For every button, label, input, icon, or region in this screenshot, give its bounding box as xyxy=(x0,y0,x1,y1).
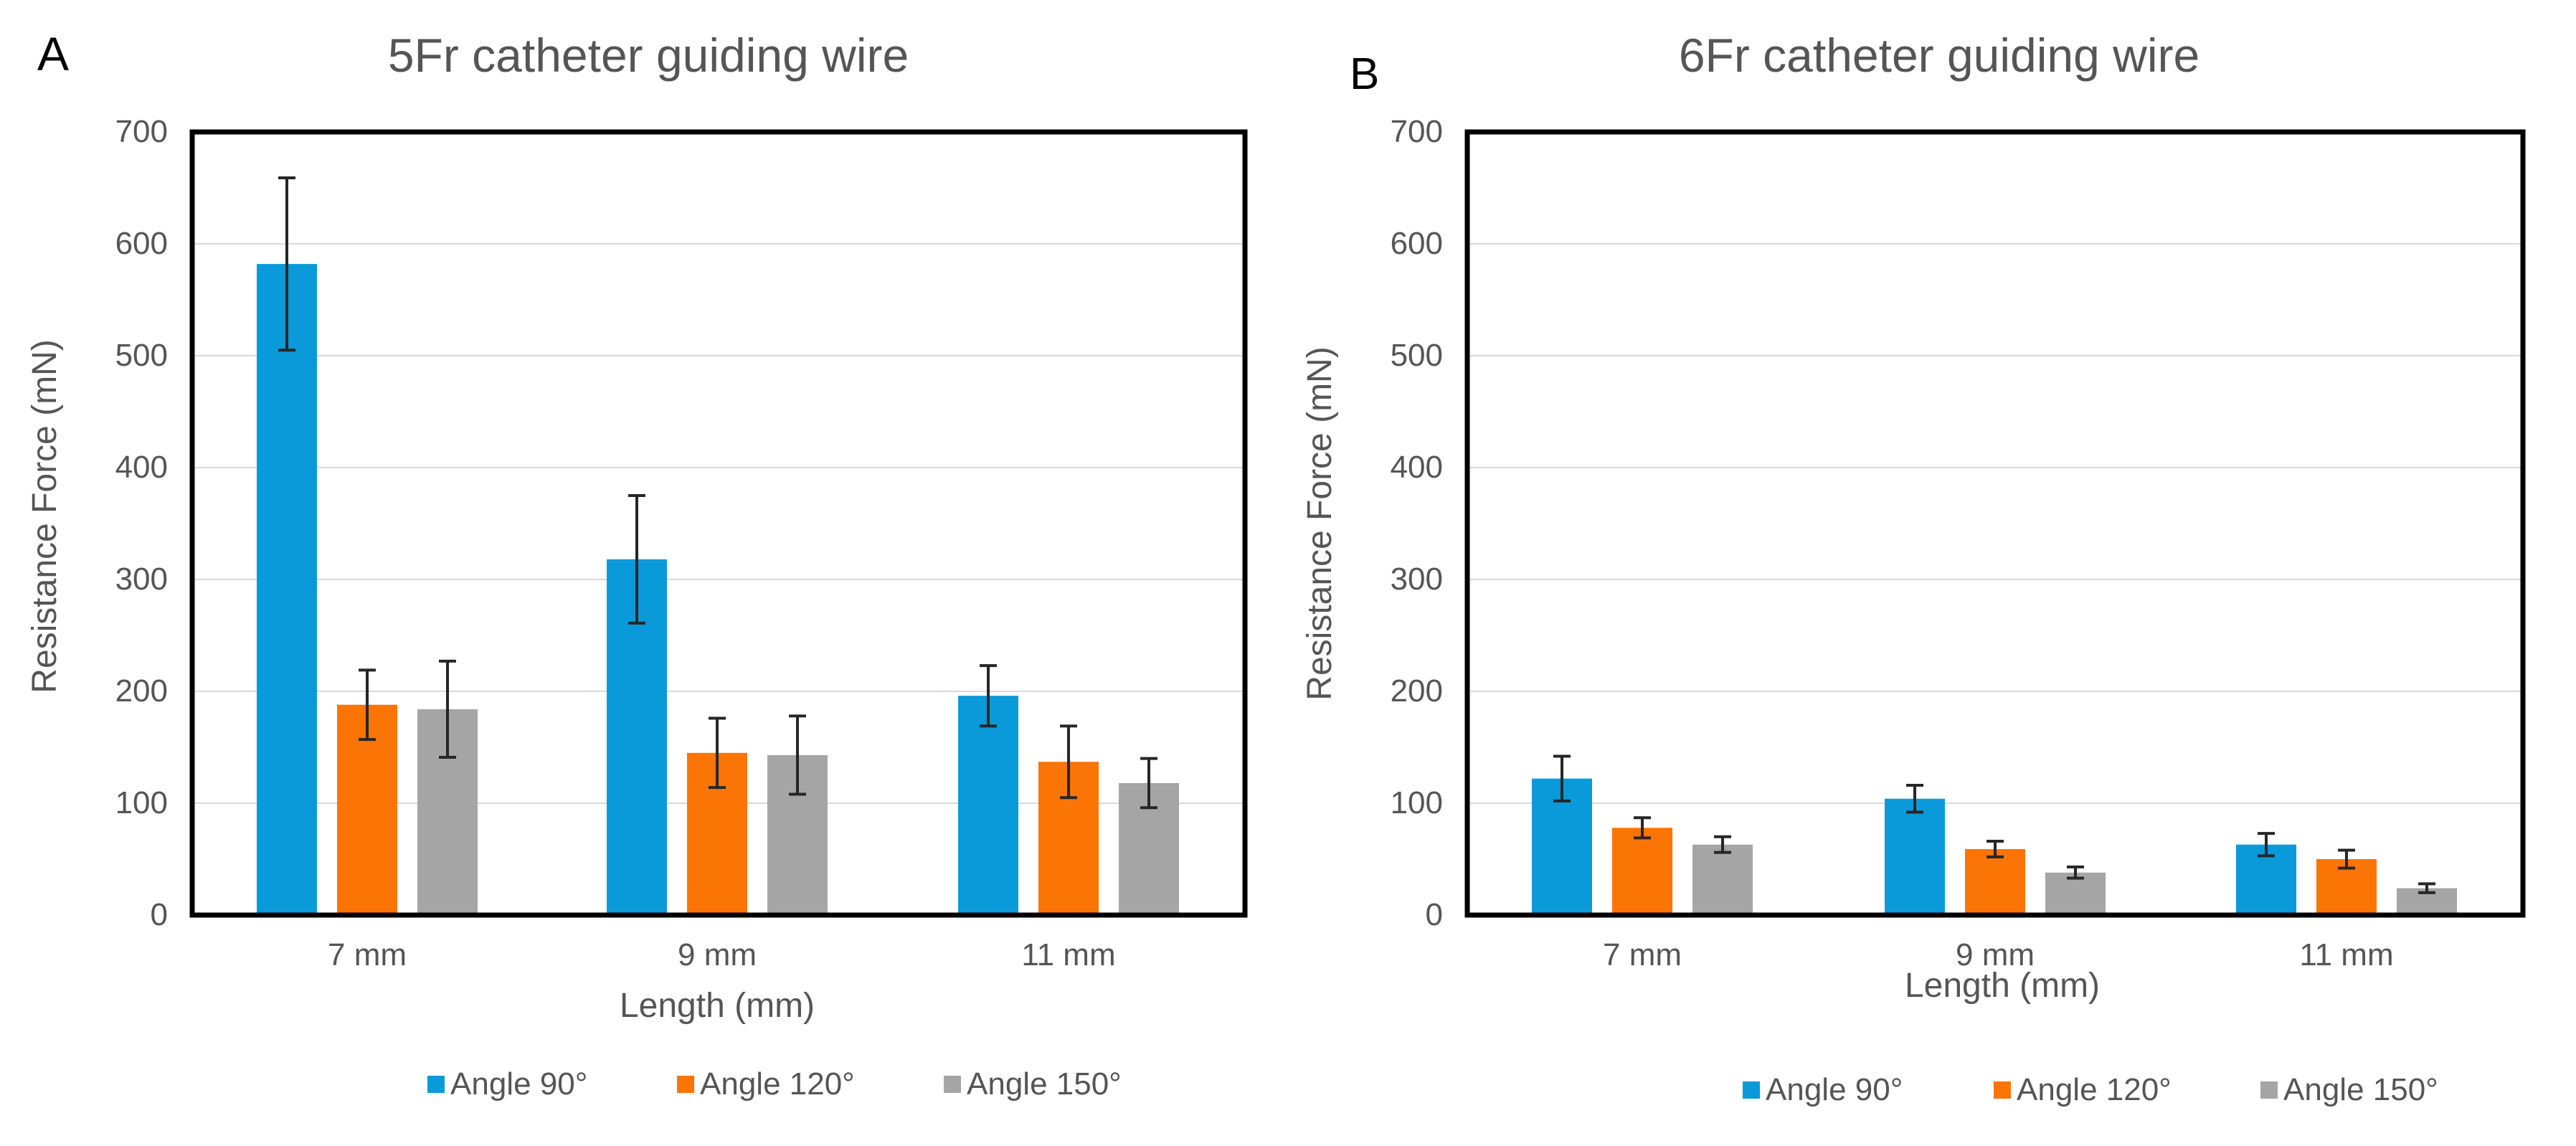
error-bars-b xyxy=(1553,754,2435,894)
x-tick-a-11mm: 11 mm xyxy=(1021,937,1115,972)
legend-swatch-a-angle120 xyxy=(677,1076,694,1093)
y-tick-a-300: 300 xyxy=(115,562,168,597)
legend-a: Angle 90° Angle 120° Angle 150° xyxy=(427,1066,1122,1102)
legend-item-a-angle90: Angle 90° xyxy=(427,1066,587,1102)
error-bar-a-11mm-angle120 xyxy=(1060,724,1077,800)
bar-b-7mm-angle150 xyxy=(1692,844,1753,915)
gridlines-b xyxy=(1467,243,2523,804)
y-tick-b-400: 400 xyxy=(1391,450,1443,485)
chart-title-a: 5Fr catheter guiding wire xyxy=(388,29,909,82)
x-tick-a-9mm: 9 mm xyxy=(678,937,757,972)
bars-a xyxy=(257,264,1179,916)
legend-swatch-b-angle90 xyxy=(1743,1081,1760,1099)
bar-b-9mm-angle120 xyxy=(1965,848,2025,915)
legend-swatch-a-angle150 xyxy=(944,1076,961,1093)
error-bar-b-9mm-angle90 xyxy=(1906,784,1923,814)
x-tick-b-9mm: 9 mm xyxy=(1956,937,2035,972)
error-bar-a-7mm-angle150 xyxy=(439,659,456,759)
error-bar-b-7mm-angle90 xyxy=(1553,754,1571,802)
legend-label-b-angle150: Angle 150° xyxy=(2283,1072,2438,1107)
legend-b: Angle 90° Angle 120° Angle 150° xyxy=(1743,1072,2438,1107)
x-tick-labels-b: 7 mm 9 mm 11 mm xyxy=(1603,937,2394,972)
y-tick-a-0: 0 xyxy=(151,897,168,932)
error-bar-a-7mm-angle120 xyxy=(359,668,376,742)
legend-label-b-angle120: Angle 120° xyxy=(2017,1072,2172,1107)
error-bar-a-11mm-angle90 xyxy=(980,664,997,728)
error-bar-b-11mm-angle90 xyxy=(2258,832,2275,858)
plot-frame-b xyxy=(1464,129,2526,918)
error-bar-b-9mm-angle150 xyxy=(2067,865,2084,880)
bar-b-9mm-angle150 xyxy=(2045,872,2106,915)
y-tick-b-200: 200 xyxy=(1391,673,1443,709)
panel-label-a: A xyxy=(37,27,69,80)
x-tick-b-7mm: 7 mm xyxy=(1603,937,1682,972)
legend-label-a-angle150: Angle 150° xyxy=(967,1066,1122,1102)
legend-item-a-angle150: Angle 150° xyxy=(944,1066,1122,1102)
y-tick-a-100: 100 xyxy=(115,785,168,820)
y-tick-a-500: 500 xyxy=(115,338,168,373)
legend-item-b-angle90: Angle 90° xyxy=(1743,1072,1903,1107)
error-bar-b-9mm-angle120 xyxy=(1987,840,2004,858)
legend-swatch-a-angle90 xyxy=(427,1076,445,1093)
legend-label-a-angle120: Angle 120° xyxy=(700,1066,855,1102)
y-tick-b-100: 100 xyxy=(1391,785,1443,820)
panel-b: B 6Fr catheter guiding wire 0 100 200 30… xyxy=(1301,29,2526,1107)
chart-title-b: 6Fr catheter guiding wire xyxy=(1679,29,2199,82)
legend-item-b-angle120: Angle 120° xyxy=(1994,1072,2172,1107)
error-bar-b-11mm-angle120 xyxy=(2338,848,2355,870)
error-bar-a-7mm-angle90 xyxy=(278,176,295,352)
error-bar-b-11mm-angle150 xyxy=(2418,882,2435,894)
y-tick-a-200: 200 xyxy=(115,673,168,709)
legend-swatch-b-angle150 xyxy=(2260,1081,2278,1099)
y-tick-a-700: 700 xyxy=(115,114,168,149)
plot-frame-a xyxy=(189,129,1248,918)
error-bars-a xyxy=(278,176,1157,810)
panel-a: A 5Fr catheter guiding wire 0 100 200 30… xyxy=(26,27,1248,1102)
legend-item-b-angle150: Angle 150° xyxy=(2260,1072,2438,1107)
bar-a-11mm-angle90 xyxy=(958,696,1018,915)
error-bar-b-7mm-angle120 xyxy=(1634,816,1651,840)
y-tick-b-700: 700 xyxy=(1391,114,1443,149)
error-bar-b-7mm-angle150 xyxy=(1714,835,1731,854)
x-axis-label-b: Length (mm) xyxy=(1905,967,2100,1005)
y-axis-label-b: Resistance Force (mN) xyxy=(1301,346,1339,700)
y-tick-a-600: 600 xyxy=(115,226,168,261)
x-axis-label-a: Length (mm) xyxy=(620,987,815,1025)
x-tick-a-7mm: 7 mm xyxy=(328,937,407,972)
error-bar-a-9mm-angle120 xyxy=(709,716,726,790)
y-tick-b-500: 500 xyxy=(1391,338,1443,373)
y-tick-b-600: 600 xyxy=(1391,226,1443,261)
y-tick-a-400: 400 xyxy=(115,450,168,485)
error-bar-a-9mm-angle150 xyxy=(789,714,806,796)
error-bar-a-11mm-angle150 xyxy=(1140,757,1157,810)
x-tick-b-11mm: 11 mm xyxy=(2299,937,2393,972)
legend-swatch-b-angle120 xyxy=(1994,1081,2011,1099)
y-tick-labels-a: 0 100 200 300 400 500 600 700 xyxy=(115,114,168,932)
legend-item-a-angle120: Angle 120° xyxy=(677,1066,855,1102)
panel-label-b: B xyxy=(1350,49,1379,99)
bar-b-9mm-angle90 xyxy=(1885,798,1945,915)
legend-label-a-angle90: Angle 90° xyxy=(450,1066,587,1102)
bar-a-7mm-angle90 xyxy=(257,264,317,916)
y-tick-b-0: 0 xyxy=(1426,897,1443,932)
y-axis-label-a: Resistance Force (mN) xyxy=(26,339,64,693)
bar-b-7mm-angle120 xyxy=(1612,828,1672,915)
legend-label-b-angle90: Angle 90° xyxy=(1766,1072,1903,1107)
y-tick-b-300: 300 xyxy=(1391,562,1443,597)
y-tick-labels-b: 0 100 200 300 400 500 600 700 xyxy=(1391,114,1443,932)
error-bar-a-9mm-angle90 xyxy=(628,494,645,625)
x-tick-labels-a: 7 mm 9 mm 11 mm xyxy=(328,937,1116,972)
